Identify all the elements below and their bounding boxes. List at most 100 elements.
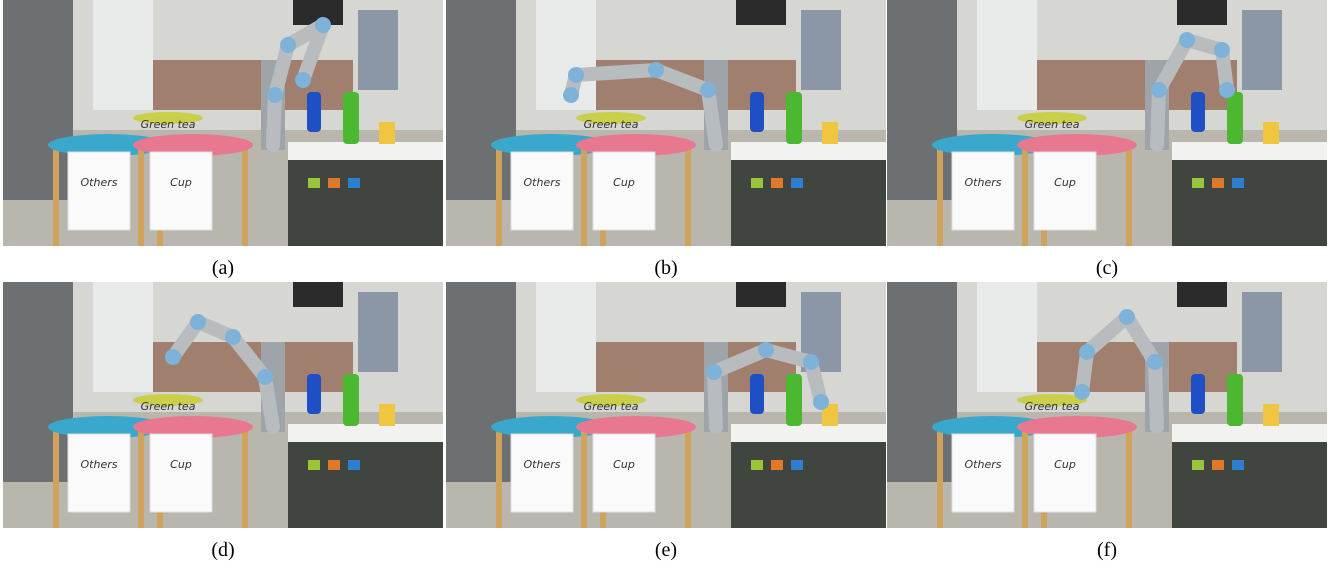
robot-joint — [1147, 354, 1163, 370]
paper-sign — [593, 434, 655, 512]
monitor — [293, 282, 343, 307]
blue-bottle — [307, 92, 321, 132]
cabinet — [1242, 10, 1282, 90]
paper-sign — [952, 434, 1014, 512]
stool-leg — [685, 427, 691, 528]
button — [1232, 178, 1244, 188]
robot-joint — [1179, 32, 1195, 48]
photo-panel: Green tea Others Cup (b) — [446, 0, 891, 279]
robot-joint — [280, 37, 296, 53]
button — [328, 178, 340, 188]
button — [348, 178, 360, 188]
button — [308, 178, 320, 188]
caption: (d) — [211, 539, 234, 561]
button — [328, 460, 340, 470]
stool-leg — [937, 427, 943, 528]
table-top — [731, 424, 891, 442]
cabinet — [801, 10, 841, 90]
cabinet — [358, 10, 398, 90]
figure: Green teaOthersCup(a)Green teaOthersCup(… — [0, 0, 1330, 569]
stool-leg — [581, 427, 587, 528]
monitor — [1177, 282, 1227, 307]
sign-text: Green tea — [141, 118, 196, 131]
button — [771, 460, 783, 470]
paper-sign — [1034, 152, 1096, 230]
sign-text: Others — [965, 458, 1002, 471]
green-bottle — [1227, 374, 1243, 426]
pillar — [887, 282, 957, 482]
table-top — [288, 142, 448, 160]
button — [791, 460, 803, 470]
robot-joint — [758, 342, 774, 358]
button — [1212, 460, 1224, 470]
cabinet — [358, 292, 398, 372]
table-front — [288, 442, 448, 528]
sign-text: Green tea — [141, 400, 196, 413]
yellow-cup — [379, 122, 395, 144]
sign-text: Others — [81, 458, 118, 471]
blue-bottle — [750, 374, 764, 414]
stool-leg — [496, 145, 502, 246]
robot-joint — [225, 329, 241, 345]
caption: (b) — [654, 257, 677, 279]
stool-leg — [242, 145, 248, 246]
robot-joint — [1151, 82, 1167, 98]
table-front — [1172, 442, 1330, 528]
cabinet — [1242, 292, 1282, 372]
green-bottle — [343, 374, 359, 426]
pillar — [3, 282, 73, 482]
stool-leg — [1022, 145, 1028, 246]
robot-joint — [700, 82, 716, 98]
robot-joint — [706, 364, 722, 380]
stool-leg — [1126, 427, 1132, 528]
blue-bottle — [307, 374, 321, 414]
sign-text: Cup — [613, 458, 635, 471]
button — [348, 460, 360, 470]
caption: (a) — [212, 257, 234, 279]
sign-text: Green tea — [1025, 118, 1080, 131]
button — [1192, 178, 1204, 188]
blue-bottle — [1191, 92, 1205, 132]
paper-sign — [511, 434, 573, 512]
scene: Green tea Others Cup — [446, 0, 891, 246]
table-top — [288, 424, 448, 442]
sign-text: Others — [524, 176, 561, 189]
green-bottle — [786, 374, 802, 426]
sign-text: Cup — [613, 176, 635, 189]
paper-sign — [952, 152, 1014, 230]
button — [751, 460, 763, 470]
sign-text: Green tea — [1025, 400, 1080, 413]
pillar — [446, 0, 516, 200]
button — [1192, 460, 1204, 470]
paper-sign — [68, 434, 130, 512]
stool-leg — [53, 427, 59, 528]
button — [771, 178, 783, 188]
sign-text: Green tea — [584, 118, 639, 131]
yellow-cup — [1263, 404, 1279, 426]
shelf — [153, 60, 353, 110]
paper-sign — [150, 434, 212, 512]
paper-sign — [150, 152, 212, 230]
green-bottle — [343, 92, 359, 144]
robot-joint — [568, 67, 584, 83]
paper-sign — [511, 152, 573, 230]
blue-bottle — [1191, 374, 1205, 414]
yellow-cup — [822, 122, 838, 144]
robot-joint — [1119, 309, 1135, 325]
stool-leg — [53, 145, 59, 246]
robot-joint — [315, 17, 331, 33]
window — [93, 282, 153, 392]
monitor — [736, 282, 786, 307]
stool-leg — [581, 145, 587, 246]
table-front — [1172, 160, 1330, 246]
button — [751, 178, 763, 188]
green-bottle — [786, 92, 802, 144]
shelf — [1037, 60, 1237, 110]
robot-joint — [1214, 42, 1230, 58]
stool-leg — [496, 427, 502, 528]
sign-text: Cup — [1054, 176, 1076, 189]
